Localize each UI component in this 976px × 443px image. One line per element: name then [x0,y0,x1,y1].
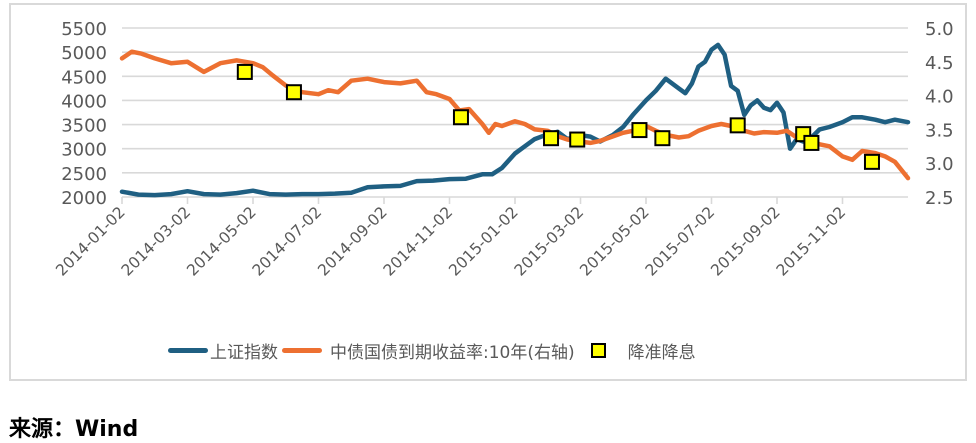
rate-cut-marker [729,117,746,134]
y2-tick-label: 3.0 [925,154,954,175]
x-tick-label: 2014-03-02 [118,203,194,279]
y-tick-label: 3500 [61,116,107,137]
rate-cut-marker [285,84,302,101]
y-tick-label: 2000 [61,188,107,209]
x-axis [121,197,844,204]
x-tick-label: 2015-05-02 [576,203,652,279]
legend-item-shanghai-composite: 上证指数 [168,338,278,363]
right-axis-ticks: 2.5 3.0 3.5 4.0 4.5 5.0 [925,19,954,209]
left-axis-ticks: 2000 2500 3000 3500 4000 4500 5000 5500 [61,19,107,209]
y2-tick-label: 4.0 [925,87,954,108]
rate-cut-marker [631,122,648,139]
y-tick-label: 5000 [61,43,107,64]
y2-tick-label: 5.0 [925,19,954,40]
y-tick-label: 4500 [61,67,107,88]
legend-line-icon [168,347,208,353]
x-tick-label: 2014-05-02 [183,203,259,279]
y2-tick-label: 3.5 [925,120,954,141]
x-tick-label: 2015-09-02 [707,203,783,279]
legend-line-icon [282,347,322,353]
y-tick-label: 2500 [61,164,107,185]
rate-cut-marker [543,130,560,147]
chart-legend: 上证指数 中债国债到期收益率:10年(右轴) 降准降息 [168,336,696,364]
x-tick-label: 2014-07-02 [249,203,325,279]
rate-cut-marker [863,153,880,170]
x-tick-label: 2014-01-02 [52,203,128,279]
rate-cut-markers [236,63,880,170]
legend-label: 上证指数 [210,342,278,363]
x-tick-label: 2014-09-02 [314,203,390,279]
legend-item-treasury-yield: 中债国债到期收益率:10年(右轴) [282,338,575,363]
rate-cut-marker [569,131,586,148]
x-tick-label: 2014-11-02 [380,203,456,279]
series-shanghai-composite-line [119,42,911,198]
rate-cut-marker [236,63,253,80]
y2-tick-label: 2.5 [925,188,954,209]
legend-square-marker-icon [590,342,606,358]
y-tick-label: 5500 [61,19,107,40]
x-tick-label: 2015-07-02 [642,203,718,279]
legend-item-rate-cuts: 降准降息 [575,338,696,363]
series-10y-treasury-yield-line [119,49,911,181]
y-tick-label: 4000 [61,91,107,112]
x-tick-label: 2015-03-02 [511,203,587,279]
x-tick-label: 2015-01-02 [445,203,521,279]
rate-cut-marker [654,130,671,147]
gridlines [122,27,908,198]
y-tick-label: 3000 [61,140,107,161]
rate-cut-marker [803,134,820,151]
rate-cut-marker [452,109,469,126]
legend-label: 中债国债到期收益率:10年(右轴) [330,342,575,363]
x-axis-tick-labels: 2014-01-022014-03-022014-05-022014-07-02… [52,203,849,279]
x-tick-label: 2015-11-02 [773,203,849,279]
source-note: 来源：Wind [9,417,139,442]
legend-label: 降准降息 [627,342,696,363]
y2-tick-label: 4.5 [925,53,954,74]
